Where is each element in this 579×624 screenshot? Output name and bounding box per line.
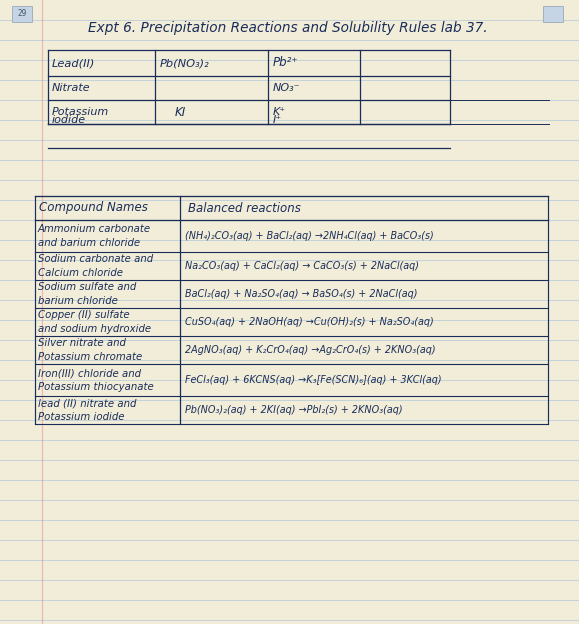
Text: Copper (II) sulfate: Copper (II) sulfate [38,310,130,320]
Text: Lead(II): Lead(II) [52,58,96,68]
Text: Calcium chloride: Calcium chloride [38,268,123,278]
Text: KI: KI [175,105,186,119]
Text: Compound Names: Compound Names [39,202,148,215]
Text: Pb(NO₃)₂(aq) + 2KI(aq) →PbI₂(s) + 2KNO₃(aq): Pb(NO₃)₂(aq) + 2KI(aq) →PbI₂(s) + 2KNO₃(… [185,405,402,415]
Text: Pb(NO₃)₂: Pb(NO₃)₂ [160,58,210,68]
Text: Potassium thiocyanate: Potassium thiocyanate [38,382,154,392]
Text: Sodium carbonate and: Sodium carbonate and [38,254,153,264]
Text: Potassium iodide: Potassium iodide [38,412,124,422]
Text: Potassium chromate: Potassium chromate [38,352,142,362]
Text: Potassium: Potassium [52,107,109,117]
Text: Ammonium carbonate: Ammonium carbonate [38,224,151,234]
Bar [12,6,32,22]
Text: Na₂CO₃(aq) + CaCl₂(aq) → CaCO₃(s) + 2NaCl(aq): Na₂CO₃(aq) + CaCl₂(aq) → CaCO₃(s) + 2NaC… [185,261,419,271]
Text: 29: 29 [17,9,27,19]
Text: I⁺: I⁺ [273,115,282,125]
Bar [543,6,563,22]
Text: (NH₄)₂CO₃(aq) + BaCl₂(aq) →2NH₄Cl(aq) + BaCO₃(s): (NH₄)₂CO₃(aq) + BaCl₂(aq) →2NH₄Cl(aq) + … [185,231,434,241]
Text: FeCl₃(aq) + 6KCNS(aq) →K₃[Fe(SCN)₆](aq) + 3KCl(aq): FeCl₃(aq) + 6KCNS(aq) →K₃[Fe(SCN)₆](aq) … [185,375,442,385]
Text: NO₃⁻: NO₃⁻ [273,83,301,93]
Text: iodide: iodide [52,115,86,125]
Text: Pb²⁺: Pb²⁺ [273,57,299,69]
Text: Sodium sulfate and: Sodium sulfate and [38,282,136,292]
Text: K⁺: K⁺ [273,107,286,117]
Text: Balanced reactions: Balanced reactions [188,202,301,215]
Text: barium chloride: barium chloride [38,296,118,306]
Text: and sodium hydroxide: and sodium hydroxide [38,324,151,334]
Text: Expt 6. Precipitation Reactions and Solubility Rules lab 37.: Expt 6. Precipitation Reactions and Solu… [88,21,488,35]
Text: 2AgNO₃(aq) + K₂CrO₄(aq) →Ag₂CrO₄(s) + 2KNO₃(aq): 2AgNO₃(aq) + K₂CrO₄(aq) →Ag₂CrO₄(s) + 2K… [185,345,435,355]
Text: Silver nitrate and: Silver nitrate and [38,338,126,348]
Text: BaCl₂(aq) + Na₂SO₄(aq) → BaSO₄(s) + 2NaCl(aq): BaCl₂(aq) + Na₂SO₄(aq) → BaSO₄(s) + 2NaC… [185,289,417,299]
Text: lead (II) nitrate and: lead (II) nitrate and [38,398,137,408]
Text: CuSO₄(aq) + 2NaOH(aq) →Cu(OH)₂(s) + Na₂SO₄(aq): CuSO₄(aq) + 2NaOH(aq) →Cu(OH)₂(s) + Na₂S… [185,317,434,327]
Text: and barium chloride: and barium chloride [38,238,140,248]
Text: Nitrate: Nitrate [52,83,91,93]
Text: Iron(III) chloride and: Iron(III) chloride and [38,368,141,378]
